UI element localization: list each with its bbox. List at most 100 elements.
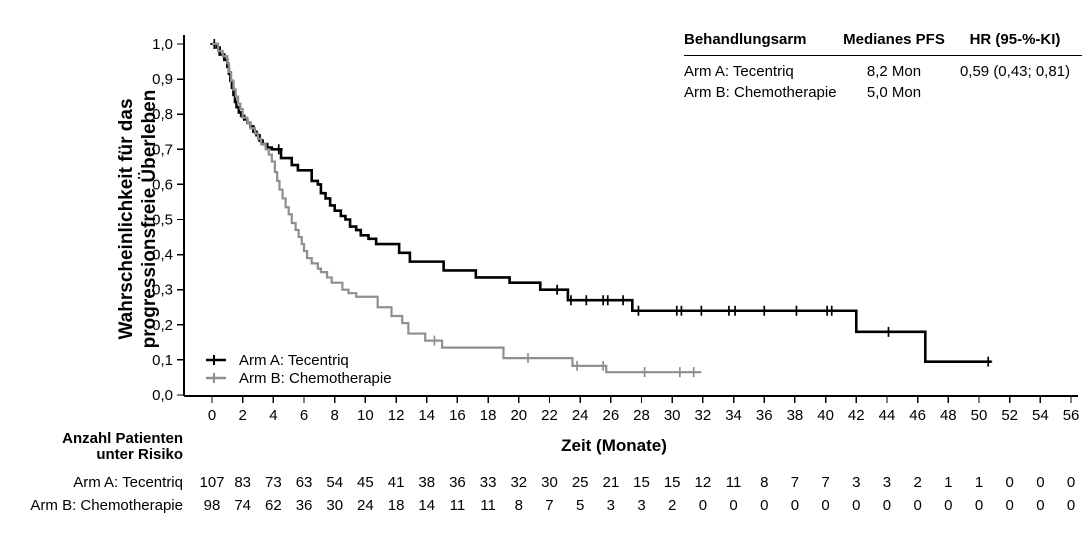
risk-count-arm-a: 0 bbox=[1006, 474, 1014, 491]
censor-mark-arm-b bbox=[599, 360, 608, 371]
risk-count-arm-b: 5 bbox=[576, 497, 584, 514]
summary-table: Behandlungsarm Medianes PFS HR (95-%-KI)… bbox=[684, 31, 1082, 101]
risk-count-arm-b: 0 bbox=[1006, 497, 1014, 514]
risk-count-arm-a: 7 bbox=[791, 474, 799, 491]
risk-count-arm-b: 0 bbox=[791, 497, 799, 514]
risk-count-arm-b: 0 bbox=[760, 497, 768, 514]
risk-count-arm-a: 38 bbox=[418, 474, 435, 491]
risk-count-arm-b: 0 bbox=[821, 497, 829, 514]
x-tick-label: 32 bbox=[695, 407, 712, 424]
x-tick-label: 24 bbox=[572, 407, 589, 424]
risk-count-arm-a: 54 bbox=[326, 474, 343, 491]
censor-mark-arm-a bbox=[792, 305, 801, 316]
y-tick-label: 0,0 bbox=[152, 387, 173, 404]
legend-marker-arm-a-icon bbox=[206, 355, 226, 365]
legend-label-arm-a: Arm A: Tecentriq bbox=[239, 351, 349, 369]
risk-count-arm-a: 45 bbox=[357, 474, 374, 491]
risk-count-arm-a: 11 bbox=[726, 474, 742, 491]
x-tick-label: 54 bbox=[1032, 407, 1049, 424]
x-tick-label: 22 bbox=[541, 407, 558, 424]
x-tick-label: 52 bbox=[1001, 407, 1018, 424]
risk-count-arm-b: 14 bbox=[418, 497, 435, 514]
x-tick-label: 2 bbox=[239, 407, 247, 424]
risk-count-arm-a: 0 bbox=[1067, 474, 1075, 491]
y-tick-label: 0,5 bbox=[152, 212, 173, 229]
x-tick-label: 6 bbox=[300, 407, 308, 424]
risk-count-arm-a: 15 bbox=[664, 474, 681, 491]
risk-count-arm-b: 0 bbox=[883, 497, 891, 514]
x-tick-label: 34 bbox=[725, 407, 742, 424]
risk-count-arm-a: 2 bbox=[913, 474, 921, 491]
risk-count-arm-b: 0 bbox=[944, 497, 952, 514]
risk-count-arm-a: 12 bbox=[695, 474, 712, 491]
risk-count-arm-a: 15 bbox=[633, 474, 650, 491]
y-axis-title: Wahrscheinlichkeit für das progressionsf… bbox=[115, 19, 161, 419]
x-tick-label: 38 bbox=[787, 407, 804, 424]
censor-mark-arm-a bbox=[582, 295, 591, 306]
censor-mark-arm-a bbox=[760, 305, 769, 316]
x-tick-label: 30 bbox=[664, 407, 681, 424]
censor-mark-arm-a bbox=[731, 305, 740, 316]
x-tick-label: 0 bbox=[208, 407, 216, 424]
risk-count-arm-a: 63 bbox=[296, 474, 313, 491]
censor-mark-arm-a bbox=[984, 356, 993, 367]
x-tick-label: 48 bbox=[940, 407, 957, 424]
risk-count-arm-b: 0 bbox=[852, 497, 860, 514]
risk-count-arm-b: 74 bbox=[234, 497, 251, 514]
risk-count-arm-a: 33 bbox=[480, 474, 497, 491]
y-axis-title-line2: progressionsfreie Überleben bbox=[139, 89, 160, 349]
risk-count-arm-b: 36 bbox=[296, 497, 313, 514]
x-tick-label: 18 bbox=[480, 407, 497, 424]
y-tick-label: 0,8 bbox=[152, 106, 173, 123]
risk-row-label-arm-b: Arm B: Chemotherapie bbox=[30, 497, 183, 514]
risk-count-arm-b: 0 bbox=[1067, 497, 1075, 514]
x-tick-label: 26 bbox=[602, 407, 619, 424]
summary-cell-arm-a-name: Arm A: Tecentriq bbox=[684, 63, 794, 80]
censor-mark-arm-a bbox=[619, 295, 628, 306]
censor-mark-arm-a bbox=[553, 284, 562, 295]
x-tick-label: 36 bbox=[756, 407, 773, 424]
y-tick-label: 0,6 bbox=[152, 176, 173, 193]
risk-count-arm-b: 24 bbox=[357, 497, 374, 514]
risk-count-arm-b: 0 bbox=[975, 497, 983, 514]
x-tick-label: 42 bbox=[848, 407, 865, 424]
risk-count-arm-b: 11 bbox=[450, 497, 466, 514]
censor-mark-arm-b bbox=[675, 367, 684, 378]
x-tick-label: 46 bbox=[909, 407, 926, 424]
summary-cell-arm-a-pfs: 8,2 Mon bbox=[866, 63, 922, 80]
censor-mark-arm-a bbox=[884, 326, 893, 337]
x-tick-label: 20 bbox=[510, 407, 527, 424]
risk-table-title: Anzahl Patienten unter Risiko bbox=[0, 431, 183, 463]
y-tick-label: 1,0 bbox=[152, 36, 173, 53]
summary-header-behandlungsarm: Behandlungsarm bbox=[684, 31, 840, 56]
risk-count-arm-b: 2 bbox=[668, 497, 676, 514]
risk-count-arm-a: 41 bbox=[388, 474, 405, 491]
risk-count-arm-a: 7 bbox=[821, 474, 829, 491]
risk-count-arm-a: 8 bbox=[760, 474, 768, 491]
risk-count-arm-a: 0 bbox=[1036, 474, 1044, 491]
summary-cell-arm-b-hr bbox=[948, 80, 1082, 101]
x-tick-label: 50 bbox=[971, 407, 988, 424]
risk-count-arm-b: 0 bbox=[699, 497, 707, 514]
x-tick-label: 56 bbox=[1063, 407, 1080, 424]
risk-count-arm-b: 0 bbox=[729, 497, 737, 514]
km-curve-arm-b bbox=[212, 42, 702, 374]
summary-cell-arm-b-name: Arm B: Chemotherapie bbox=[684, 84, 837, 101]
risk-count-arm-b: 18 bbox=[388, 497, 405, 514]
risk-count-arm-a: 1 bbox=[975, 474, 983, 491]
legend-label-arm-b: Arm B: Chemotherapie bbox=[239, 369, 392, 387]
risk-table-title-line1: Anzahl Patienten bbox=[62, 430, 183, 447]
censor-mark-arm-b bbox=[430, 335, 439, 346]
risk-count-arm-a: 32 bbox=[510, 474, 527, 491]
legend-item-arm-a: Arm A: Tecentriq bbox=[205, 351, 392, 369]
risk-count-arm-b: 30 bbox=[326, 497, 343, 514]
risk-count-arm-a: 1 bbox=[944, 474, 952, 491]
y-tick-label: 0,9 bbox=[152, 71, 173, 88]
risk-count-arm-a: 73 bbox=[265, 474, 282, 491]
x-tick-label: 4 bbox=[269, 407, 277, 424]
y-axis-title-line1: Wahrscheinlichkeit für das bbox=[116, 98, 137, 340]
x-tick-label: 16 bbox=[449, 407, 466, 424]
censor-mark-arm-a bbox=[566, 295, 575, 306]
